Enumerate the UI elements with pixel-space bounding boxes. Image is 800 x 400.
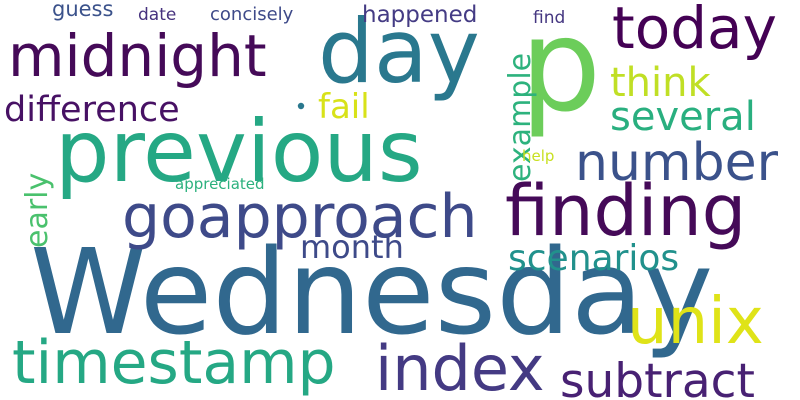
word-midnight: midnight — [8, 22, 267, 90]
word-appreciated: appreciated — [175, 175, 265, 193]
word-unix: unix — [627, 285, 764, 359]
word-happened: happened — [362, 2, 477, 28]
word-scenarios: scenarios — [508, 238, 679, 279]
word-goapproach: goapproach — [122, 182, 478, 252]
word-several: several — [610, 94, 756, 140]
word-guess: guess — [52, 0, 113, 21]
word-concisely: concisely — [210, 4, 294, 25]
word-today: today — [612, 0, 777, 62]
word-finding: finding — [505, 170, 746, 252]
word-previous: previous — [55, 102, 423, 202]
dot-mark — [297, 102, 305, 110]
word-example: example — [503, 53, 538, 182]
word-fail: fail — [318, 87, 370, 127]
word-date: date — [138, 5, 176, 25]
word-p: p — [520, 0, 601, 141]
word-wednesday: Wednesday — [30, 223, 713, 361]
word-timestamp: timestamp — [12, 328, 336, 398]
word-help: help — [522, 147, 554, 165]
word-subtract: subtract — [560, 354, 755, 400]
word-month: month — [300, 228, 404, 266]
word-index: index — [375, 332, 545, 400]
word-day: day — [318, 0, 480, 103]
word-think: think — [610, 60, 712, 106]
word-find: find — [533, 8, 565, 28]
word-early: early — [20, 173, 55, 248]
word-difference: difference — [4, 90, 180, 130]
word-number: number — [575, 133, 779, 193]
